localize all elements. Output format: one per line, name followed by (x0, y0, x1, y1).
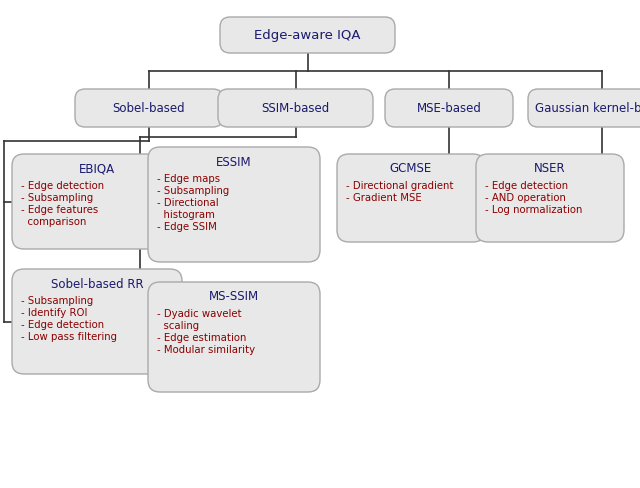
Text: MSE-based: MSE-based (417, 102, 481, 115)
FancyBboxPatch shape (75, 90, 223, 128)
Text: SSIM-based: SSIM-based (261, 102, 330, 115)
Text: ESSIM: ESSIM (216, 155, 252, 168)
FancyBboxPatch shape (148, 148, 320, 263)
FancyBboxPatch shape (220, 18, 395, 54)
Text: GCMSE: GCMSE (390, 162, 432, 175)
FancyBboxPatch shape (12, 269, 182, 374)
Text: NSER: NSER (534, 162, 566, 175)
FancyBboxPatch shape (337, 155, 485, 243)
FancyBboxPatch shape (528, 90, 640, 128)
Text: - Log normalization: - Log normalization (485, 204, 582, 215)
Text: - Edge detection: - Edge detection (21, 319, 104, 329)
Text: - Edge detection: - Edge detection (485, 181, 568, 191)
FancyBboxPatch shape (385, 90, 513, 128)
Text: - Gradient MSE: - Gradient MSE (346, 193, 422, 203)
Text: MS-SSIM: MS-SSIM (209, 290, 259, 303)
Text: - AND operation: - AND operation (485, 193, 566, 203)
Text: Sobel-based: Sobel-based (113, 102, 186, 115)
Text: - Low pass filtering: - Low pass filtering (21, 331, 117, 341)
Text: - Edge SSIM: - Edge SSIM (157, 222, 217, 231)
Text: Gaussian kernel-based: Gaussian kernel-based (534, 102, 640, 115)
Text: - Edge detection: - Edge detection (21, 181, 104, 191)
Text: Sobel-based RR: Sobel-based RR (51, 277, 143, 290)
Text: - Directional: - Directional (157, 198, 219, 207)
Text: histogram: histogram (157, 209, 215, 220)
Text: - Subsampling: - Subsampling (21, 193, 93, 203)
Text: - Identify ROI: - Identify ROI (21, 307, 88, 317)
FancyBboxPatch shape (218, 90, 373, 128)
FancyBboxPatch shape (148, 283, 320, 392)
Text: - Subsampling: - Subsampling (157, 185, 229, 196)
Text: - Dyadic wavelet: - Dyadic wavelet (157, 308, 242, 318)
Text: comparison: comparison (21, 217, 86, 226)
Text: - Edge features: - Edge features (21, 204, 99, 215)
Text: Edge-aware IQA: Edge-aware IQA (254, 29, 361, 42)
Text: EBIQA: EBIQA (79, 162, 115, 175)
Text: - Edge maps: - Edge maps (157, 174, 220, 183)
Text: - Modular similarity: - Modular similarity (157, 345, 255, 354)
FancyBboxPatch shape (12, 155, 182, 249)
Text: - Directional gradient: - Directional gradient (346, 181, 454, 191)
Text: scaling: scaling (157, 320, 199, 330)
FancyBboxPatch shape (476, 155, 624, 243)
Text: - Edge estimation: - Edge estimation (157, 332, 246, 342)
Text: - Subsampling: - Subsampling (21, 295, 93, 305)
